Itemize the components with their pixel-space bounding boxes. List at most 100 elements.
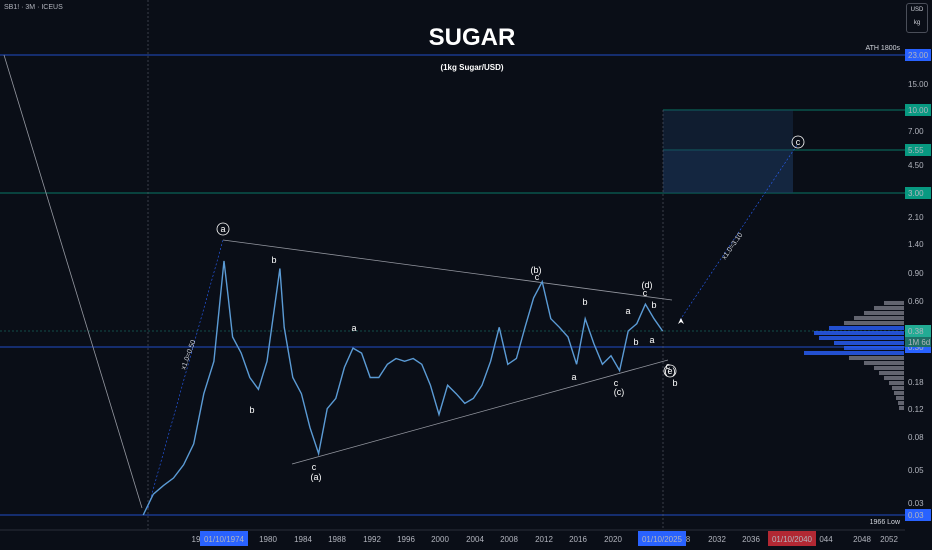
wave-circle: [663, 364, 677, 378]
x-highlight-badge: [200, 531, 248, 546]
x-tick-label: 2008: [500, 535, 518, 544]
volume-bar: [899, 406, 904, 410]
volume-bar: [889, 381, 904, 385]
currency-badge[interactable]: USD kg: [906, 3, 928, 33]
chart-title: SUGAR: [429, 24, 516, 51]
volume-bar: [844, 346, 904, 350]
volume-bar: [874, 306, 904, 310]
price-badge: [905, 509, 931, 521]
volume-bar: [804, 351, 904, 355]
y-axis[interactable]: 23.00 15.00 10.00 7.00 5.55 4.50 3.00 2.10 1.40 0…: [905, 49, 931, 521]
x-tick-label: 2012: [535, 535, 553, 544]
x-tick-label: 2052: [880, 535, 898, 544]
wave-label: (b): [531, 265, 542, 275]
wave-label: b: [672, 378, 677, 388]
y-tick-label: 0.12: [908, 405, 924, 414]
volume-bar: [814, 331, 904, 335]
y-tick-label: 0.30: [908, 343, 924, 352]
price-series: [142, 260, 664, 516]
wave-label: (e): [665, 366, 676, 376]
x-tick-label: 1988: [328, 535, 346, 544]
volume-bar: [844, 321, 904, 325]
wave-label: b: [249, 405, 254, 415]
target-zone: [663, 110, 793, 193]
y-tick-label: 0.18: [908, 378, 924, 387]
y-tick-label: 0.08: [908, 433, 924, 442]
volume-bar: [874, 366, 904, 370]
volume-bar: [879, 371, 904, 375]
y-tick-label: 4.50: [908, 161, 924, 170]
y-tick-label: 3.00: [908, 189, 924, 198]
currency-top: USD: [910, 7, 924, 13]
volume-bar: [819, 336, 904, 340]
fib-line-1: [147, 239, 224, 509]
volume-bar: [864, 311, 904, 315]
wave-label: (c): [614, 387, 625, 397]
y-tick-label: 0.05: [908, 466, 924, 475]
price-badge: [905, 49, 931, 61]
x-tick-label: 01/10/1974: [204, 535, 245, 544]
volume-bar: [849, 356, 904, 360]
y-tick-label: 0.38: [908, 327, 924, 336]
triangle-lower: [291, 359, 669, 465]
volume-bar: [894, 391, 904, 395]
volume-bar: [854, 316, 904, 320]
x-axis[interactable]: 19 01/10/1974 1980 1984 1988 1992 1996 2000 2004…: [192, 531, 899, 546]
x-tick-label: 2000: [431, 535, 449, 544]
wave-label: c: [796, 137, 801, 147]
x-tick-label: 1992: [363, 535, 381, 544]
wave-circle: [216, 222, 230, 236]
y-tick-label: 7.00: [908, 127, 924, 136]
x-tick-label: 2004: [466, 535, 484, 544]
volume-bar: [864, 361, 904, 365]
rocket-icon[interactable]: [676, 316, 686, 326]
price-badge: [905, 325, 931, 337]
wave-label: c: [666, 361, 671, 371]
y-tick-label: 0.03: [908, 511, 924, 520]
fib-label-1: x1.0=0.50: [180, 339, 197, 371]
wave-label: (d): [642, 280, 653, 290]
y-tick-label: 0.03: [908, 499, 924, 508]
y-tick-label: 15.00: [908, 80, 929, 89]
wave-label: c: [312, 462, 317, 472]
countdown-label: 1M 6d: [908, 338, 930, 347]
wave-label: b: [651, 300, 656, 310]
volume-bar: [834, 341, 904, 345]
y-tick-label: 23.00: [908, 51, 929, 60]
x-tick-label: 044: [819, 535, 833, 544]
y-axis-bg: [905, 0, 932, 530]
wave-label: a: [220, 224, 225, 234]
symbol-label[interactable]: SB1! · 3M · ICEUS: [4, 4, 63, 11]
price-badge: [905, 187, 931, 199]
x-tick-label: 8: [686, 535, 691, 544]
countdown-badge: [905, 337, 931, 347]
ath-label: ATH 1800s: [866, 45, 901, 52]
wave-circle: [791, 135, 805, 149]
decline-line: [3, 54, 143, 509]
currency-bottom: kg: [913, 20, 921, 26]
y-tick-label: 1.40: [908, 240, 924, 249]
y-tick-label: 0.60: [908, 297, 924, 306]
price-badge: [905, 104, 931, 116]
x-tick-label: 19: [192, 535, 201, 544]
x-tick-label: 1996: [397, 535, 415, 544]
wave-label: a: [351, 323, 356, 333]
x-tick-label: 2036: [742, 535, 760, 544]
volume-bar: [884, 376, 904, 380]
price-line: [142, 260, 664, 516]
wave-label: a: [625, 306, 630, 316]
volume-bar: [892, 386, 904, 390]
price-badge: [905, 144, 931, 156]
wave-label: b: [582, 297, 587, 307]
wave-label: b: [271, 255, 276, 265]
wave-label: c: [614, 378, 619, 388]
x-tick-label: 2020: [604, 535, 622, 544]
wave-label: a: [571, 372, 576, 382]
wave-label: (a): [311, 472, 322, 482]
target-zone-inner: [663, 150, 793, 193]
volume-profile: [804, 301, 904, 410]
wave-label: a: [649, 335, 654, 345]
volume-bar: [896, 396, 904, 400]
